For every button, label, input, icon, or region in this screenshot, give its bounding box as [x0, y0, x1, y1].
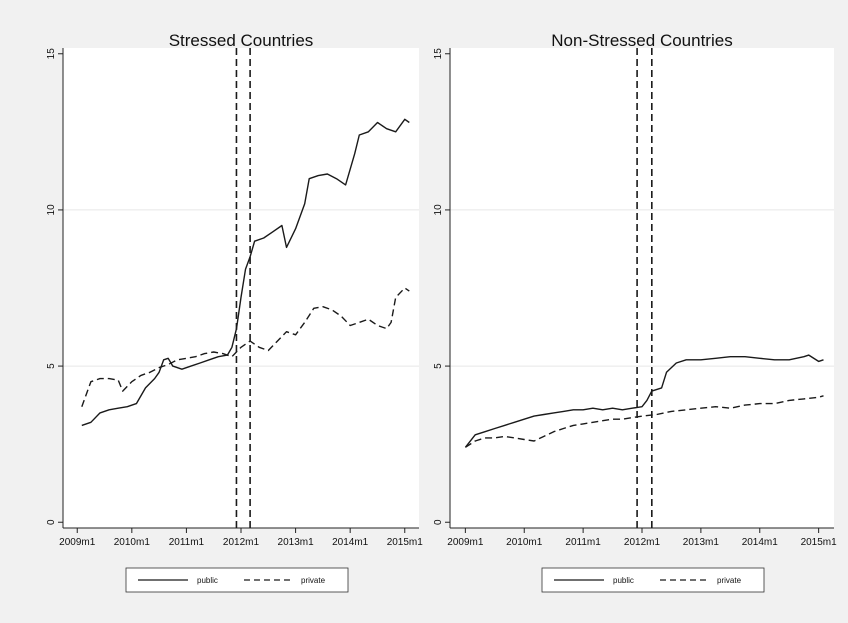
x-tick-label: 2012m1 [624, 537, 661, 548]
legend: public private [125, 567, 349, 593]
x-tick-label: 2010m1 [506, 537, 543, 548]
x-tick-label: 2009m1 [59, 537, 96, 548]
x-tick-label: 2014m1 [742, 537, 779, 548]
chart-title: Stressed Countries [169, 31, 314, 50]
x-tick-label: 2014m1 [332, 537, 369, 548]
series-line-private [81, 287, 410, 407]
x-tick-label: 2011m1 [169, 537, 205, 548]
x-tick-label: 2010m1 [114, 537, 151, 548]
x-tick-label: 2013m1 [683, 537, 720, 548]
x-tick-label: 2013m1 [278, 537, 315, 548]
y-tick-label: 5 [433, 363, 444, 369]
legend-label: public [197, 576, 218, 585]
series-line-public [464, 354, 824, 448]
y-tick-label: 0 [46, 519, 57, 525]
series-line-public [81, 118, 410, 427]
y-tick-label: 5 [46, 363, 57, 369]
x-tick-label: 2015m1 [801, 537, 838, 548]
legend-box [541, 567, 765, 593]
legend-label: private [301, 576, 326, 585]
legend: public private [541, 567, 765, 593]
y-tick-label: 10 [46, 204, 57, 216]
y-tick-label: 0 [433, 519, 444, 525]
series-line-private [465, 395, 824, 448]
y-tick-label: 15 [433, 48, 444, 60]
x-tick-label: 2015m1 [387, 537, 424, 548]
y-tick-label: 10 [433, 204, 444, 216]
legend-label: private [717, 576, 742, 585]
x-tick-label: 2009m1 [447, 537, 484, 548]
legend-label: public [613, 576, 634, 585]
chart-panel-0: 0 5 10 15 2009m1 2010m1 2011m1 2012m1 2013m1 2014… [0, 0, 424, 623]
plot-area [450, 48, 834, 528]
chart-title: Non-Stressed Countries [551, 31, 732, 50]
x-tick-label: 2011m1 [565, 537, 601, 548]
y-tick-label: 15 [46, 48, 57, 60]
plot-area [63, 48, 419, 528]
x-tick-label: 2012m1 [223, 537, 260, 548]
chart-panel-1: 0 5 10 15 2009m1 2010m1 2011m1 2012m1 2013m1 2014… [424, 0, 848, 623]
